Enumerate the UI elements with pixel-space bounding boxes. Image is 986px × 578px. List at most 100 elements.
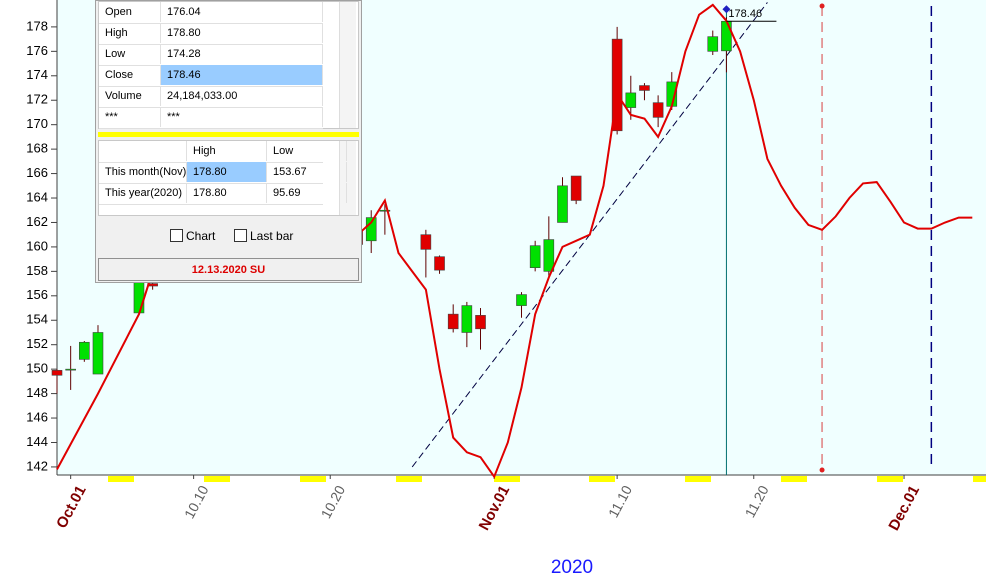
candle — [447, 304, 459, 333]
cursor-marker — [722, 5, 731, 14]
quote-row: High 178.80 — [99, 23, 323, 45]
candle-body — [434, 256, 445, 271]
quote-row: Open 176.04 — [99, 2, 323, 24]
stats-row: This year(2020) 178.80 95.69 — [99, 183, 347, 205]
stats-value: 178.80 — [187, 162, 267, 182]
candle — [51, 369, 63, 394]
vertical-line-dot — [819, 3, 825, 9]
y-tick-label: 156 — [26, 287, 48, 302]
weekend-markers — [108, 476, 986, 482]
candle-body — [570, 175, 582, 201]
candle-body — [529, 245, 541, 268]
candle-body — [51, 370, 63, 376]
scrollbar[interactable] — [339, 141, 356, 215]
y-tick-label: 152 — [26, 336, 48, 351]
y-tick-label: 148 — [26, 385, 48, 400]
y-tick-label: 176 — [26, 43, 48, 58]
status-bar: 12.13.2020 SU — [98, 258, 359, 281]
candle — [434, 255, 445, 274]
y-tick-label: 142 — [26, 458, 48, 473]
weekend-marker — [108, 476, 134, 482]
y-tick-label: 170 — [26, 116, 48, 131]
y-tick-label: 158 — [26, 263, 48, 278]
candle — [625, 75, 637, 120]
weekend-marker — [494, 476, 520, 482]
quote-label: Close — [99, 65, 161, 85]
weekend-marker — [396, 476, 422, 482]
candle — [707, 30, 719, 56]
y-tick-label: 160 — [26, 238, 48, 253]
quote-row: Close 178.46 — [99, 65, 323, 87]
y-tick-label: 146 — [26, 409, 48, 424]
stats-row: This month(Nov) 178.80 153.67 — [99, 162, 347, 184]
quote-label: *** — [99, 107, 161, 127]
quote-value: 24,184,033.00 — [161, 86, 323, 106]
candle — [461, 301, 473, 348]
x-tick-label: Oct.01 — [53, 483, 90, 531]
quote-value: *** — [161, 107, 323, 127]
y-tick-label: 168 — [26, 141, 48, 156]
checkbox[interactable]: Last bar — [234, 229, 293, 243]
candle — [379, 204, 391, 235]
weekend-marker — [300, 476, 326, 482]
stats-table: High Low This month(Nov) 178.80 153.67 This y… — [98, 140, 359, 216]
quote-value: 178.80 — [161, 23, 323, 43]
stats-column-header: High — [187, 141, 267, 161]
stats-value: 178.80 — [187, 183, 267, 203]
weekend-marker — [204, 476, 230, 482]
candle-body — [625, 92, 637, 108]
stats-value: 95.69 — [267, 183, 347, 203]
candle — [79, 341, 90, 362]
candle-body — [447, 313, 459, 330]
candle — [516, 292, 527, 318]
quote-value: 176.04 — [161, 2, 323, 22]
x-tick-label: 11.10 — [605, 482, 635, 520]
stats-corner — [99, 141, 187, 161]
candle-body — [65, 368, 76, 371]
quote-row: Volume 24,184,033.00 — [99, 86, 323, 108]
quote-row: *** *** — [99, 107, 323, 129]
data-window: Open 176.04 High 178.80 Low 174.28 Close 178.46… — [95, 0, 362, 283]
weekend-marker — [589, 476, 615, 482]
scrollbar[interactable] — [339, 2, 356, 128]
indicator-line — [56, 3, 973, 479]
quote-label: Low — [99, 44, 161, 64]
candle-body — [721, 20, 732, 52]
stats-label: This year(2020) — [99, 183, 187, 203]
quote-label: Volume — [99, 86, 161, 106]
y-tick-label: 162 — [26, 214, 48, 229]
checkbox[interactable]: Chart — [170, 229, 215, 243]
x-axis-title: 2020 — [551, 557, 593, 578]
stats-label: This month(Nov) — [99, 162, 187, 182]
stats-value: 153.67 — [267, 162, 347, 182]
y-tick-label: 178 — [26, 18, 48, 33]
quote-row: Low 174.28 — [99, 44, 323, 66]
candle-body — [707, 36, 719, 52]
candle-body — [611, 38, 623, 132]
y-tick-label: 154 — [26, 312, 48, 327]
candle — [557, 177, 568, 223]
candle-body — [543, 239, 555, 272]
candle-body — [639, 85, 650, 91]
candle-body — [79, 341, 90, 360]
weekend-marker — [877, 476, 903, 482]
y-tick-label: 164 — [26, 189, 48, 204]
vertical-line-dot — [819, 467, 825, 473]
last-price-label: 178.46 — [728, 8, 762, 20]
quote-label: Open — [99, 2, 161, 22]
candle — [65, 345, 76, 390]
candle-body — [461, 305, 473, 333]
candle-body — [475, 315, 486, 330]
candle — [639, 83, 650, 101]
weekend-marker — [973, 476, 986, 482]
quote-label: High — [99, 23, 161, 43]
quote-value: 178.46 — [161, 65, 323, 85]
x-tick-label: 10.10 — [181, 482, 212, 521]
weekend-marker — [685, 476, 711, 482]
y-tick-label: 172 — [26, 92, 48, 107]
splitter[interactable] — [98, 132, 359, 137]
stats-column-header: Low — [267, 141, 347, 161]
candle-body — [365, 217, 377, 242]
